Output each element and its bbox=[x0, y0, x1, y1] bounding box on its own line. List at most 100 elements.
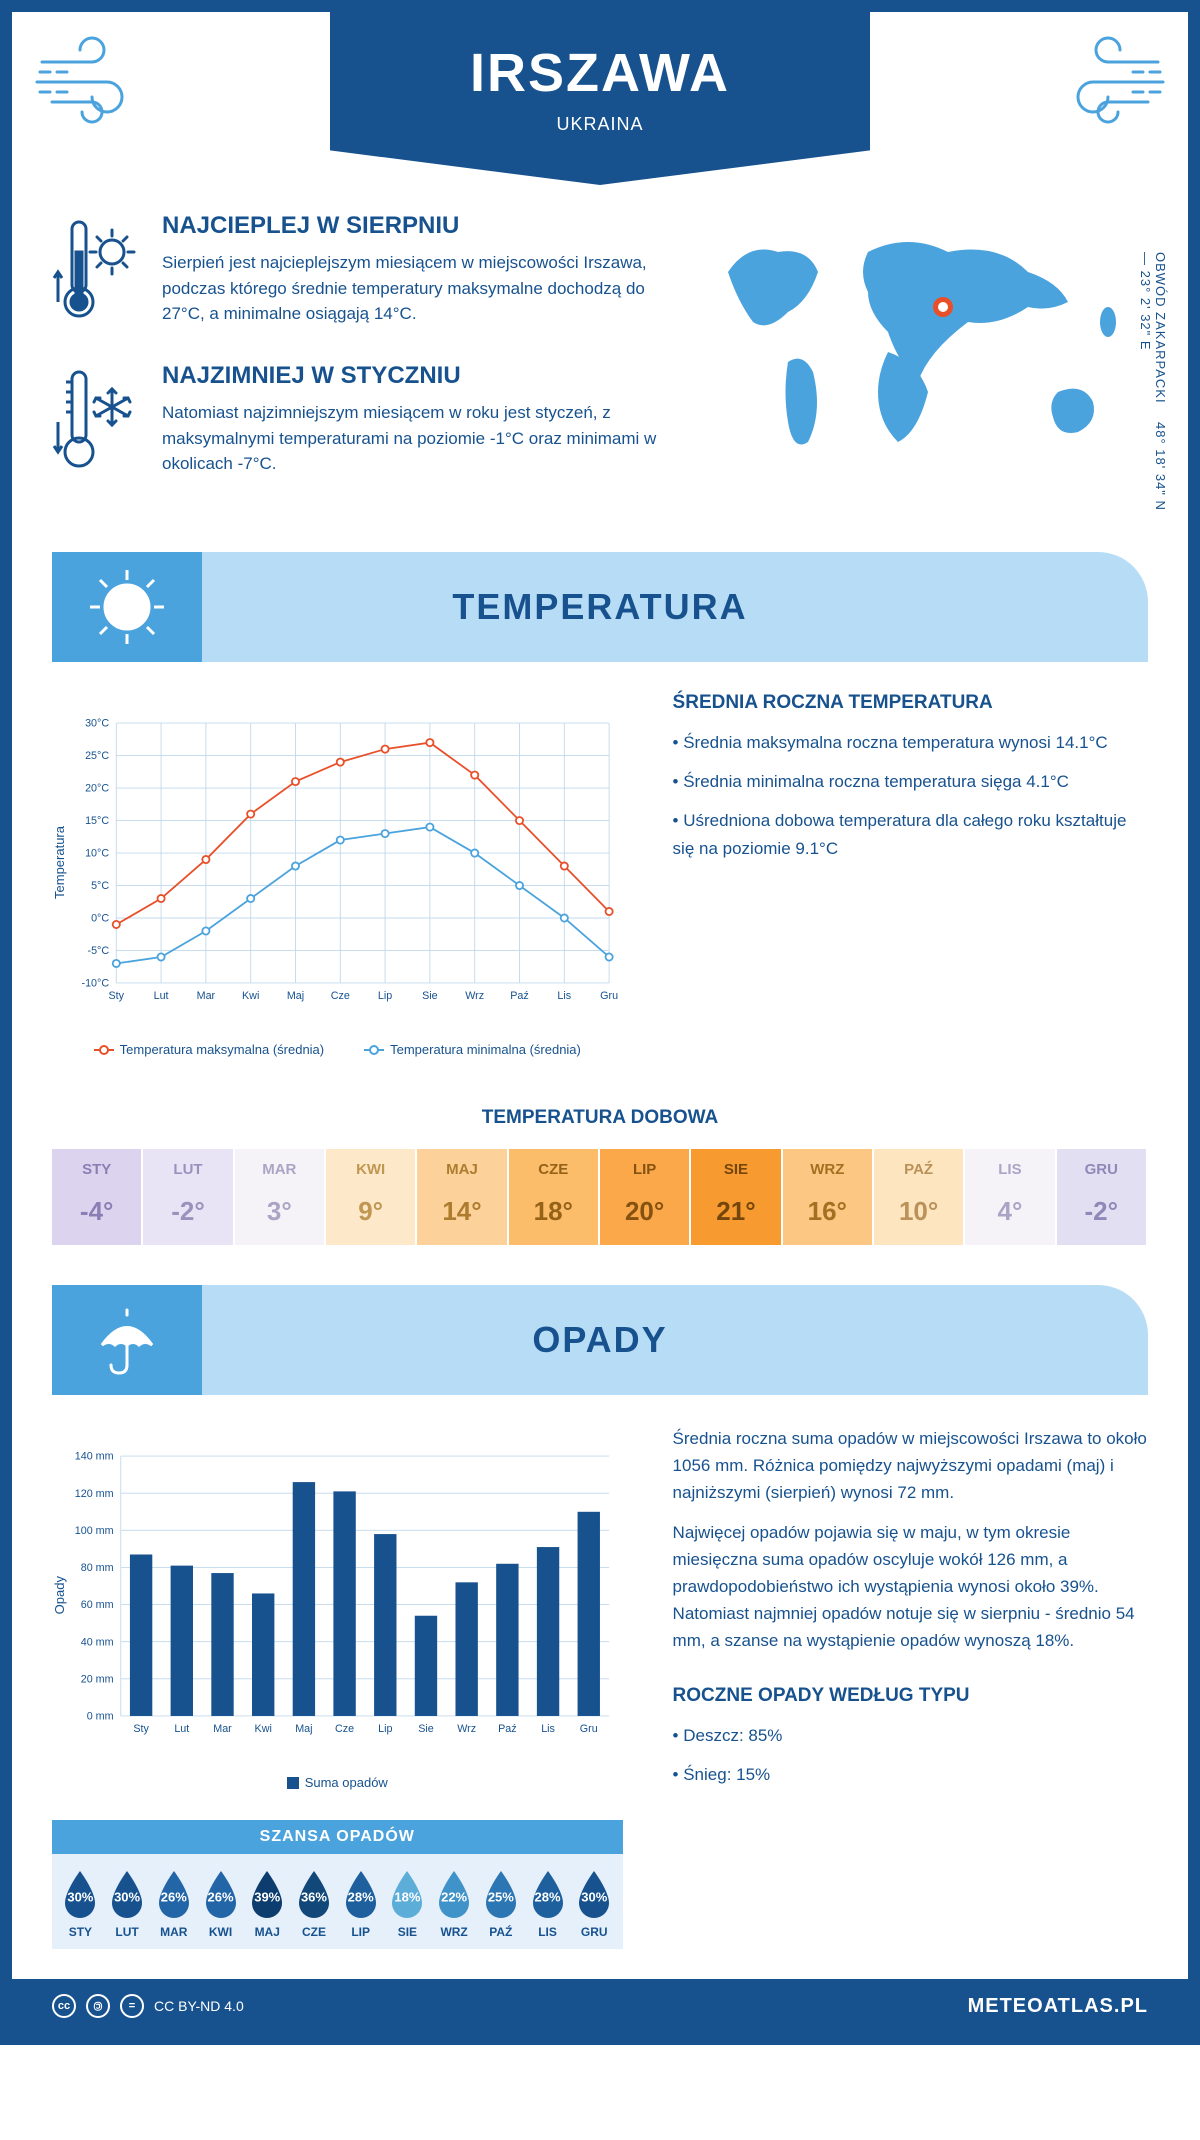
umbrella-icon bbox=[52, 1285, 202, 1395]
svg-text:Kwi: Kwi bbox=[242, 990, 259, 1002]
precip-y-axis-label: Opady bbox=[52, 1576, 67, 1614]
svg-text:Lis: Lis bbox=[557, 990, 571, 1002]
nd-icon: = bbox=[120, 1994, 144, 2018]
sun-icon bbox=[52, 552, 202, 662]
daily-month: LIS bbox=[965, 1161, 1054, 1178]
intro-section: NAJCIEPLEJ W SIERPNIU Sierpień jest najc… bbox=[12, 192, 1188, 552]
chance-value: 26% bbox=[161, 1889, 187, 1904]
wind-icon-left bbox=[32, 32, 172, 132]
svg-text:Sie: Sie bbox=[422, 990, 438, 1002]
svg-text:Mar: Mar bbox=[197, 990, 216, 1002]
svg-text:Paź: Paź bbox=[498, 1723, 517, 1735]
daily-month: PAŹ bbox=[874, 1161, 963, 1178]
daily-month: LUT bbox=[143, 1161, 232, 1178]
daily-cell: SIE21° bbox=[691, 1149, 782, 1245]
daily-cell: LUT -2° bbox=[143, 1149, 234, 1245]
svg-text:Cze: Cze bbox=[331, 990, 350, 1002]
svg-text:Lip: Lip bbox=[378, 990, 392, 1002]
temperature-title: TEMPERATURA bbox=[202, 586, 1148, 628]
chance-month: MAJ bbox=[244, 1925, 291, 1939]
svg-text:80 mm: 80 mm bbox=[81, 1562, 114, 1574]
svg-text:Maj: Maj bbox=[287, 990, 304, 1002]
precipitation-text: Średnia roczna suma opadów w miejscowośc… bbox=[673, 1425, 1148, 1949]
raindrop-icon: 30% bbox=[106, 1869, 148, 1919]
chance-value: 28% bbox=[348, 1889, 374, 1904]
temperature-content: Temperatura -10°C-5°C0°C5°C10°C15°C20°C2… bbox=[12, 692, 1188, 1087]
temperature-text: ŚREDNIA ROCZNA TEMPERATURA • Średnia mak… bbox=[673, 692, 1148, 1057]
raindrop-icon: 39% bbox=[246, 1869, 288, 1919]
daily-temp-title: TEMPERATURA DOBOWA bbox=[12, 1107, 1188, 1129]
chance-value: 22% bbox=[441, 1889, 467, 1904]
daily-cell: GRU-2° bbox=[1057, 1149, 1148, 1245]
svg-text:Lut: Lut bbox=[154, 990, 169, 1002]
svg-text:40 mm: 40 mm bbox=[81, 1636, 114, 1648]
daily-cell: MAJ14° bbox=[417, 1149, 508, 1245]
raindrop-icon: 28% bbox=[340, 1869, 382, 1919]
temperature-legend: .legend-item:nth-child(1) .legend-swatch… bbox=[52, 1042, 623, 1057]
chance-month: WRZ bbox=[431, 1925, 478, 1939]
thermometer-cold-icon bbox=[52, 362, 142, 482]
chance-cell: 36% CZE bbox=[291, 1869, 338, 1939]
chance-value: 30% bbox=[67, 1889, 93, 1904]
svg-text:120 mm: 120 mm bbox=[75, 1488, 114, 1500]
chance-month: KWI bbox=[197, 1925, 244, 1939]
chance-cell: 26% KWI bbox=[197, 1869, 244, 1939]
chance-cell: 26% MAR bbox=[150, 1869, 197, 1939]
svg-text:10°C: 10°C bbox=[85, 848, 109, 860]
daily-value: -4° bbox=[52, 1196, 141, 1227]
chance-month: LIS bbox=[524, 1925, 571, 1939]
svg-text:Lut: Lut bbox=[174, 1723, 189, 1735]
precip-type-item: • Deszcz: 85% bbox=[673, 1722, 1148, 1749]
precipitation-bar-chart: 0 mm20 mm40 mm60 mm80 mm100 mm120 mm140 … bbox=[67, 1425, 623, 1765]
daily-value: 16° bbox=[783, 1196, 872, 1227]
svg-text:0 mm: 0 mm bbox=[87, 1711, 114, 1723]
chance-value: 28% bbox=[535, 1889, 561, 1904]
daily-cell: KWI9° bbox=[326, 1149, 417, 1245]
chance-month: SIE bbox=[384, 1925, 431, 1939]
temperature-section-header: TEMPERATURA bbox=[52, 552, 1148, 662]
daily-value: -2° bbox=[143, 1196, 232, 1227]
precipitation-title: OPADY bbox=[202, 1319, 1148, 1361]
chance-cell: 25% PAŹ bbox=[477, 1869, 524, 1939]
raindrop-icon: 25% bbox=[480, 1869, 522, 1919]
chance-month: MAR bbox=[150, 1925, 197, 1939]
temp-y-axis-label: Temperatura bbox=[52, 826, 67, 899]
daily-value: 3° bbox=[235, 1196, 324, 1227]
legend-min: .legend-item:nth-child(2) .legend-swatch… bbox=[364, 1042, 581, 1057]
daily-value: 21° bbox=[691, 1196, 780, 1227]
daily-month: WRZ bbox=[783, 1161, 872, 1178]
thermometer-hot-icon bbox=[52, 212, 142, 332]
chance-month: GRU bbox=[571, 1925, 618, 1939]
precip-para-2: Najwięcej opadów pojawia się w maju, w t… bbox=[673, 1519, 1148, 1655]
chance-value: 30% bbox=[581, 1889, 607, 1904]
daily-value: 10° bbox=[874, 1196, 963, 1227]
daily-value: 9° bbox=[326, 1196, 415, 1227]
chance-cell: 22% WRZ bbox=[431, 1869, 478, 1939]
license-text: CC BY-ND 4.0 bbox=[154, 1998, 244, 2014]
coldest-text: Natomiast najzimniejszym miesiącem w rok… bbox=[162, 400, 658, 477]
svg-text:Wrz: Wrz bbox=[457, 1723, 476, 1735]
precip-type-title: ROCZNE OPADY WEDŁUG TYPU bbox=[673, 1685, 1148, 1707]
svg-text:60 mm: 60 mm bbox=[81, 1599, 114, 1611]
daily-value: 4° bbox=[965, 1196, 1054, 1227]
daily-value: 14° bbox=[417, 1196, 506, 1227]
coldest-title: NAJZIMNIEJ W STYCZNIU bbox=[162, 362, 658, 390]
svg-text:5°C: 5°C bbox=[91, 880, 109, 892]
temp-bullet: • Średnia minimalna roczna temperatura s… bbox=[673, 768, 1148, 795]
svg-text:Lip: Lip bbox=[378, 1723, 392, 1735]
infographic-container: IRSZAWA UKRAINA bbox=[0, 0, 1200, 2045]
precipitation-content: Opady 0 mm20 mm40 mm60 mm80 mm100 mm120 … bbox=[12, 1425, 1188, 1979]
svg-text:Kwi: Kwi bbox=[255, 1723, 272, 1735]
raindrop-icon: 36% bbox=[293, 1869, 335, 1919]
warmest-title: NAJCIEPLEJ W SIERPNIU bbox=[162, 212, 658, 240]
daily-value: -2° bbox=[1057, 1196, 1146, 1227]
footer-site: METEOATLAS.PL bbox=[968, 1995, 1148, 2018]
chance-cell: 28% LIS bbox=[524, 1869, 571, 1939]
raindrop-icon: 30% bbox=[59, 1869, 101, 1919]
chance-value: 26% bbox=[208, 1889, 234, 1904]
chance-cell: 39% MAJ bbox=[244, 1869, 291, 1939]
precip-para-1: Średnia roczna suma opadów w miejscowośc… bbox=[673, 1425, 1148, 1507]
chance-month: LUT bbox=[104, 1925, 151, 1939]
precipitation-legend: Suma opadów bbox=[52, 1775, 623, 1790]
location-marker-icon bbox=[933, 297, 953, 317]
